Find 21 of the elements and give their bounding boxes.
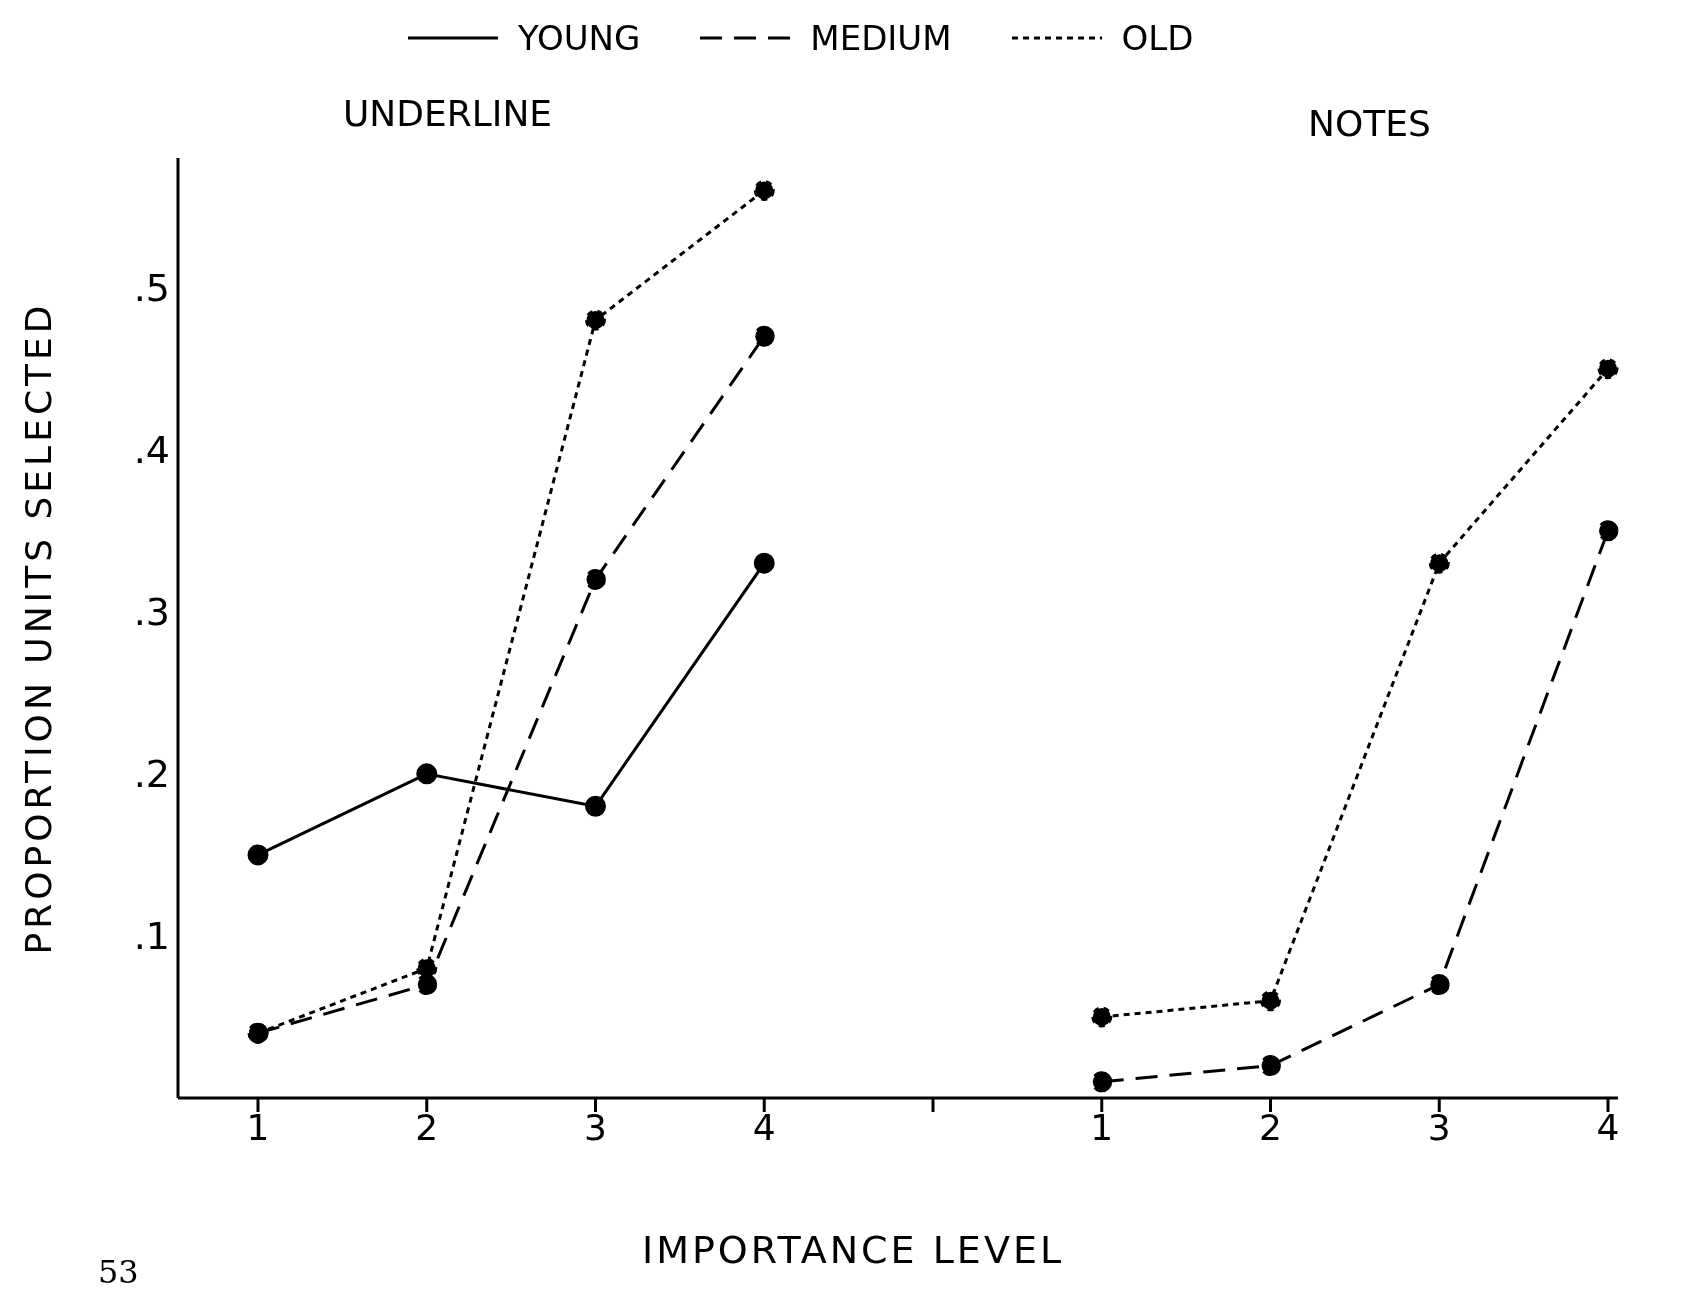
legend-label: MEDIUM (810, 18, 952, 58)
y-axis-title: PROPORTION UNITS SELECTED (17, 301, 59, 955)
text: NOTES (1308, 103, 1431, 144)
y-tick-label: .2 (133, 752, 170, 797)
x-tick-label: 1 (246, 1106, 270, 1148)
x-tick-label: 2 (415, 1106, 439, 1148)
y-tick-label: .4 (133, 428, 170, 473)
y-tick-label: .1 (133, 914, 170, 959)
text: UNDERLINE (343, 93, 553, 134)
x-axis-title: IMPORTANCE LEVEL (641, 1228, 1065, 1272)
legend-label: OLD (1121, 18, 1194, 58)
y-tick-label: .5 (133, 266, 170, 311)
x-tick-label: 4 (1596, 1106, 1620, 1148)
legend-label: YOUNG (518, 18, 641, 58)
x-tick-label: 1 (1090, 1106, 1114, 1148)
x-tick-label: 3 (584, 1106, 607, 1148)
text: 53 (98, 1253, 139, 1291)
x-tick-label: 4 (752, 1106, 776, 1148)
x-tick-label: 2 (1259, 1106, 1282, 1148)
y-tick-label: .3 (133, 590, 170, 635)
x-tick-label: 3 (1427, 1106, 1451, 1148)
